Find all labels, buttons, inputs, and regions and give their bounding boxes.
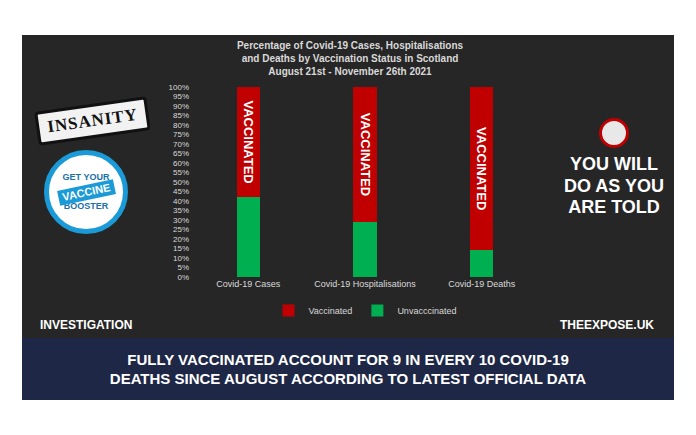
svg-text:40%: 40%	[173, 197, 189, 206]
svg-text:0%: 0%	[177, 273, 189, 282]
svg-text:35%: 35%	[173, 206, 189, 215]
svg-text:80%: 80%	[173, 121, 189, 130]
html-text:BOOSTER: BOOSTER	[63, 201, 109, 212]
html-text:FULLY VACCINATED ACCOUNT FOR 9: FULLY VACCINATED ACCOUNT FOR 9 IN EVERY …	[127, 350, 569, 368]
svg-text:Covid-19 Deaths: Covid-19 Deaths	[448, 279, 516, 289]
svg-text:90%: 90%	[173, 102, 189, 111]
svg-text:VACCINATED: VACCINATED	[358, 113, 373, 196]
svg-text:10%: 10%	[173, 254, 189, 263]
html-text:DO AS YOU: DO AS YOU	[564, 175, 664, 196]
html-text:GET YOUR: GET YOUR	[62, 172, 110, 183]
html-text:DEATHS SINCE AUGUST ACCORDING: DEATHS SINCE AUGUST ACCORDING TO LATEST …	[109, 370, 587, 387]
svg-text:70%: 70%	[173, 140, 189, 149]
svg-text:5%: 5%	[177, 263, 189, 272]
svg-text:VACCINATED: VACCINATED	[241, 100, 256, 183]
html-text:YOU WILL: YOU WILL	[570, 154, 658, 174]
html-text:VACCINE: VACCINE	[60, 180, 111, 203]
svg-text:45%: 45%	[173, 187, 189, 196]
svg-text:30%: 30%	[173, 216, 189, 225]
svg-text:Percentage of Covid-19 Cases,: Percentage of Covid-19 Cases, Hospitalis…	[237, 40, 464, 77]
svg-text:85%: 85%	[173, 111, 189, 120]
svg-text:25%: 25%	[173, 225, 189, 234]
html-text:THEEXPOSE.UK: THEEXPOSE.UK	[560, 318, 654, 332]
svg-text:100%: 100%	[169, 83, 189, 92]
svg-text:50%: 50%	[173, 178, 189, 187]
html-text:INVESTIGATION: INVESTIGATION	[40, 318, 133, 332]
svg-text:Covid-19 Hospitalisations: Covid-19 Hospitalisations	[314, 279, 416, 289]
html-text:INSANITY: INSANITY	[46, 104, 139, 137]
svg-text:Vaccinated: Vaccinated	[309, 306, 353, 316]
svg-text:Covid-19 Cases: Covid-19 Cases	[216, 279, 281, 289]
svg-text:60%: 60%	[173, 159, 189, 168]
svg-text:15%: 15%	[173, 244, 189, 253]
svg-text:VACCINATED: VACCINATED	[474, 127, 489, 210]
svg-text:95%: 95%	[173, 92, 189, 101]
svg-text:55%: 55%	[173, 168, 189, 177]
svg-text:20%: 20%	[173, 235, 189, 244]
svg-text:Unvacccinated: Unvacccinated	[397, 306, 456, 316]
html-text:ARE TOLD: ARE TOLD	[568, 197, 660, 218]
svg-text:65%: 65%	[173, 149, 189, 158]
svg-text:75%: 75%	[173, 130, 189, 139]
